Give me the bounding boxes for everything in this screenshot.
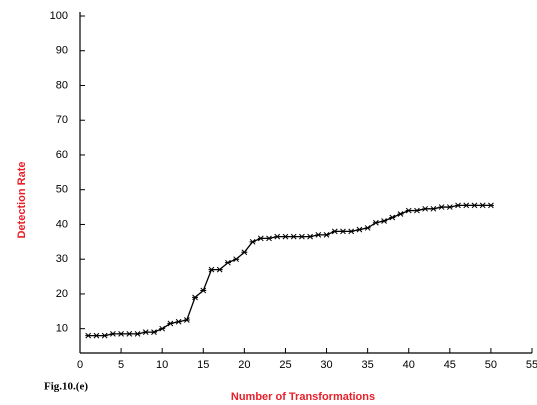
marker — [216, 266, 223, 273]
marker — [257, 235, 264, 242]
y-tick-label: 70 — [56, 114, 68, 126]
marker — [192, 294, 199, 301]
marker — [208, 266, 215, 273]
marker — [241, 249, 248, 256]
marker — [479, 202, 486, 209]
y-tick-label: 10 — [56, 323, 68, 335]
marker — [183, 317, 190, 323]
x-tick-label: 25 — [279, 359, 291, 371]
x-tick-label: 35 — [362, 359, 374, 371]
marker — [150, 329, 157, 336]
y-tick-label: 20 — [56, 288, 68, 300]
x-tick-label: 45 — [444, 359, 456, 371]
marker — [134, 331, 141, 337]
marker — [471, 202, 478, 209]
x-tick-label: 50 — [485, 359, 497, 371]
marker — [93, 332, 100, 339]
marker — [290, 233, 297, 240]
marker — [339, 228, 346, 235]
marker — [389, 214, 396, 221]
marker — [430, 205, 437, 212]
y-tick-label: 100 — [50, 10, 68, 22]
x-tick-label: 20 — [238, 359, 250, 371]
marker — [249, 238, 256, 245]
y-tick-label: 40 — [56, 218, 68, 230]
marker — [167, 320, 174, 327]
marker — [118, 331, 125, 337]
marker — [101, 332, 108, 339]
marker — [397, 211, 404, 217]
marker — [298, 233, 305, 240]
x-tick-label: 0 — [77, 359, 83, 371]
marker — [348, 228, 355, 235]
x-tick-label: 10 — [156, 359, 168, 371]
marker — [175, 318, 182, 325]
marker — [372, 219, 379, 226]
caption: Fig.10.(e) — [44, 381, 88, 393]
marker — [331, 228, 338, 235]
y-tick-label: 50 — [56, 184, 68, 196]
marker — [381, 218, 388, 224]
x-axis-label: Number of Transformations — [231, 391, 375, 403]
marker — [438, 204, 445, 210]
y-axis-label: Detection Rate — [16, 161, 28, 238]
y-tick-label: 80 — [56, 79, 68, 91]
x-tick-label: 40 — [403, 359, 415, 371]
marker — [455, 202, 462, 209]
marker — [422, 205, 429, 212]
marker — [315, 232, 322, 238]
marker — [266, 235, 273, 242]
marker — [307, 233, 314, 240]
x-tick-label: 5 — [118, 359, 124, 371]
marker — [85, 332, 92, 339]
marker — [159, 325, 166, 332]
marker — [233, 256, 240, 263]
marker — [446, 204, 453, 210]
marker — [405, 207, 412, 214]
marker — [200, 287, 207, 294]
marker — [323, 232, 330, 238]
marker — [142, 329, 149, 336]
marker — [463, 202, 470, 209]
y-tick-label: 90 — [56, 45, 68, 57]
marker — [274, 233, 281, 240]
x-tick-label: 30 — [320, 359, 332, 371]
marker — [126, 331, 133, 337]
marker — [224, 259, 231, 266]
y-tick-label: 30 — [56, 253, 68, 265]
x-tick-label: 55 — [526, 359, 537, 371]
marker — [364, 225, 371, 231]
y-tick-label: 60 — [56, 149, 68, 161]
x-tick-label: 15 — [197, 359, 209, 371]
marker — [282, 233, 289, 240]
marker — [487, 202, 494, 209]
marker — [109, 331, 116, 337]
marker — [356, 226, 363, 233]
line — [88, 204, 491, 337]
marker — [413, 207, 420, 214]
